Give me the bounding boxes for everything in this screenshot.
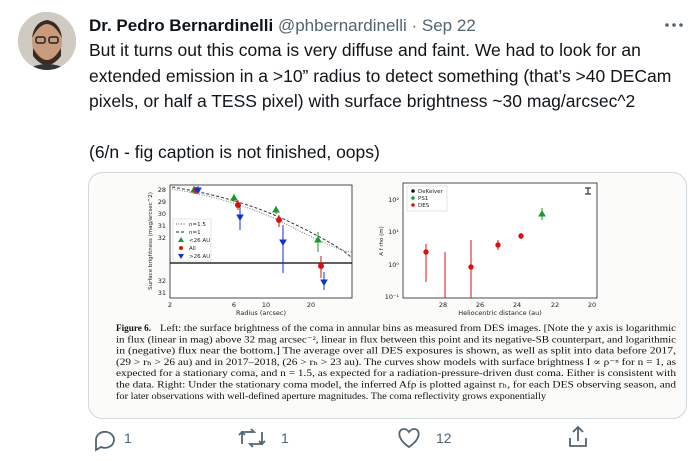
y-tick-label: 32 (158, 234, 166, 242)
more-button[interactable] (665, 23, 683, 27)
date[interactable]: Sep 22 (422, 16, 476, 35)
avatar[interactable] (18, 12, 76, 72)
model-curve (171, 186, 353, 259)
reply-button[interactable] (95, 430, 115, 452)
x-axis-label: Radius (arcsec) (236, 309, 286, 317)
separator: · (411, 16, 417, 35)
like-button[interactable] (398, 428, 420, 449)
like-count: 12 (436, 430, 452, 446)
caption-label: Figure 6. (116, 323, 151, 333)
caption-line: in (negative) flux near the bottom.] The… (116, 346, 676, 356)
y-axis-label: A f rho (m) (379, 226, 385, 256)
handle[interactable]: @phbernardinelli (278, 16, 407, 35)
tweet-text: extended emission in a >10” radius to de… (89, 66, 671, 86)
share-button[interactable] (569, 425, 587, 447)
right-plot-frame (402, 182, 598, 299)
x-axis-label: Heliocentric distance (au) (458, 309, 542, 317)
legend-swatch (179, 246, 183, 250)
author-name[interactable]: Dr. Pedro Bernardinelli (89, 16, 273, 35)
legend-label: n=1 (189, 230, 201, 236)
legend-label: DeKelver (418, 189, 444, 195)
x-tick-label: 20 (588, 301, 596, 309)
x-tick-label: 22 (551, 301, 559, 309)
retweet-count: 1 (281, 430, 289, 446)
legend-label: All (189, 246, 196, 252)
legend-swatch (411, 203, 415, 207)
legend-label: PS1 (418, 196, 428, 202)
legend-label: <26 AU (189, 238, 210, 244)
legend-swatch (411, 189, 415, 193)
y-tick-label: 31 (158, 289, 166, 297)
caption-line: expected for a stationary coma, and n = … (116, 368, 676, 378)
y-tick-label: 30 (158, 210, 166, 218)
legend-label: >26 AU (189, 254, 210, 260)
legend-label: n=1.5 (189, 222, 206, 228)
x-tick-label: 26 (476, 301, 484, 309)
x-tick-label: 20 (307, 301, 315, 309)
x-tick-label: 2 (168, 301, 172, 309)
caption-line: in flux (linear in mag) above 32 mag arc… (116, 334, 676, 344)
caption-line: (29 > rₕ > 26 au) and in 2017–2018, (26 … (116, 357, 677, 367)
legend-swatch (178, 254, 184, 259)
x-tick-label: 24 (513, 301, 521, 309)
caption-line: for later observations with well-defined… (116, 391, 546, 401)
y-tick-label: 29 (158, 198, 166, 206)
y-tick-label: 10⁻¹ (385, 293, 400, 301)
legend-swatch (411, 196, 415, 200)
retweet-button[interactable] (238, 428, 266, 448)
caption-line: Left: the surface brightness of the coma… (160, 323, 676, 333)
y-tick-label: 32 (158, 277, 166, 285)
tweet-text: But it turns out this coma is very diffu… (89, 40, 641, 60)
reply-count: 1 (124, 430, 132, 446)
y-tick-label: 10² (388, 196, 399, 204)
x-tick-label: 6 (232, 301, 236, 309)
legend-swatch (178, 237, 184, 242)
tweet-text: (6/n - fig caption is not finished, oops… (89, 142, 380, 162)
y-tick-label: 10⁰ (388, 261, 399, 269)
data-points (190, 186, 328, 290)
y-axis-label: Surface brightness (mag/arcsec^2) (148, 192, 154, 290)
caption-line: the data. Right: Under the stationary co… (116, 380, 676, 390)
y-tick-label: 31 (158, 222, 166, 230)
model-curve (171, 188, 353, 253)
y-tick-label: 28 (158, 186, 166, 194)
x-tick-label: 10 (262, 301, 270, 309)
tweet-text: pixels, or half a TESS pixel) with surfa… (89, 91, 635, 111)
data-points (423, 187, 591, 298)
y-tick-label: 10¹ (388, 228, 399, 236)
legend-label: DES (418, 203, 430, 209)
x-tick-label: 28 (439, 301, 447, 309)
header: Dr. Pedro Bernardinelli @phbernardinelli… (89, 16, 476, 35)
